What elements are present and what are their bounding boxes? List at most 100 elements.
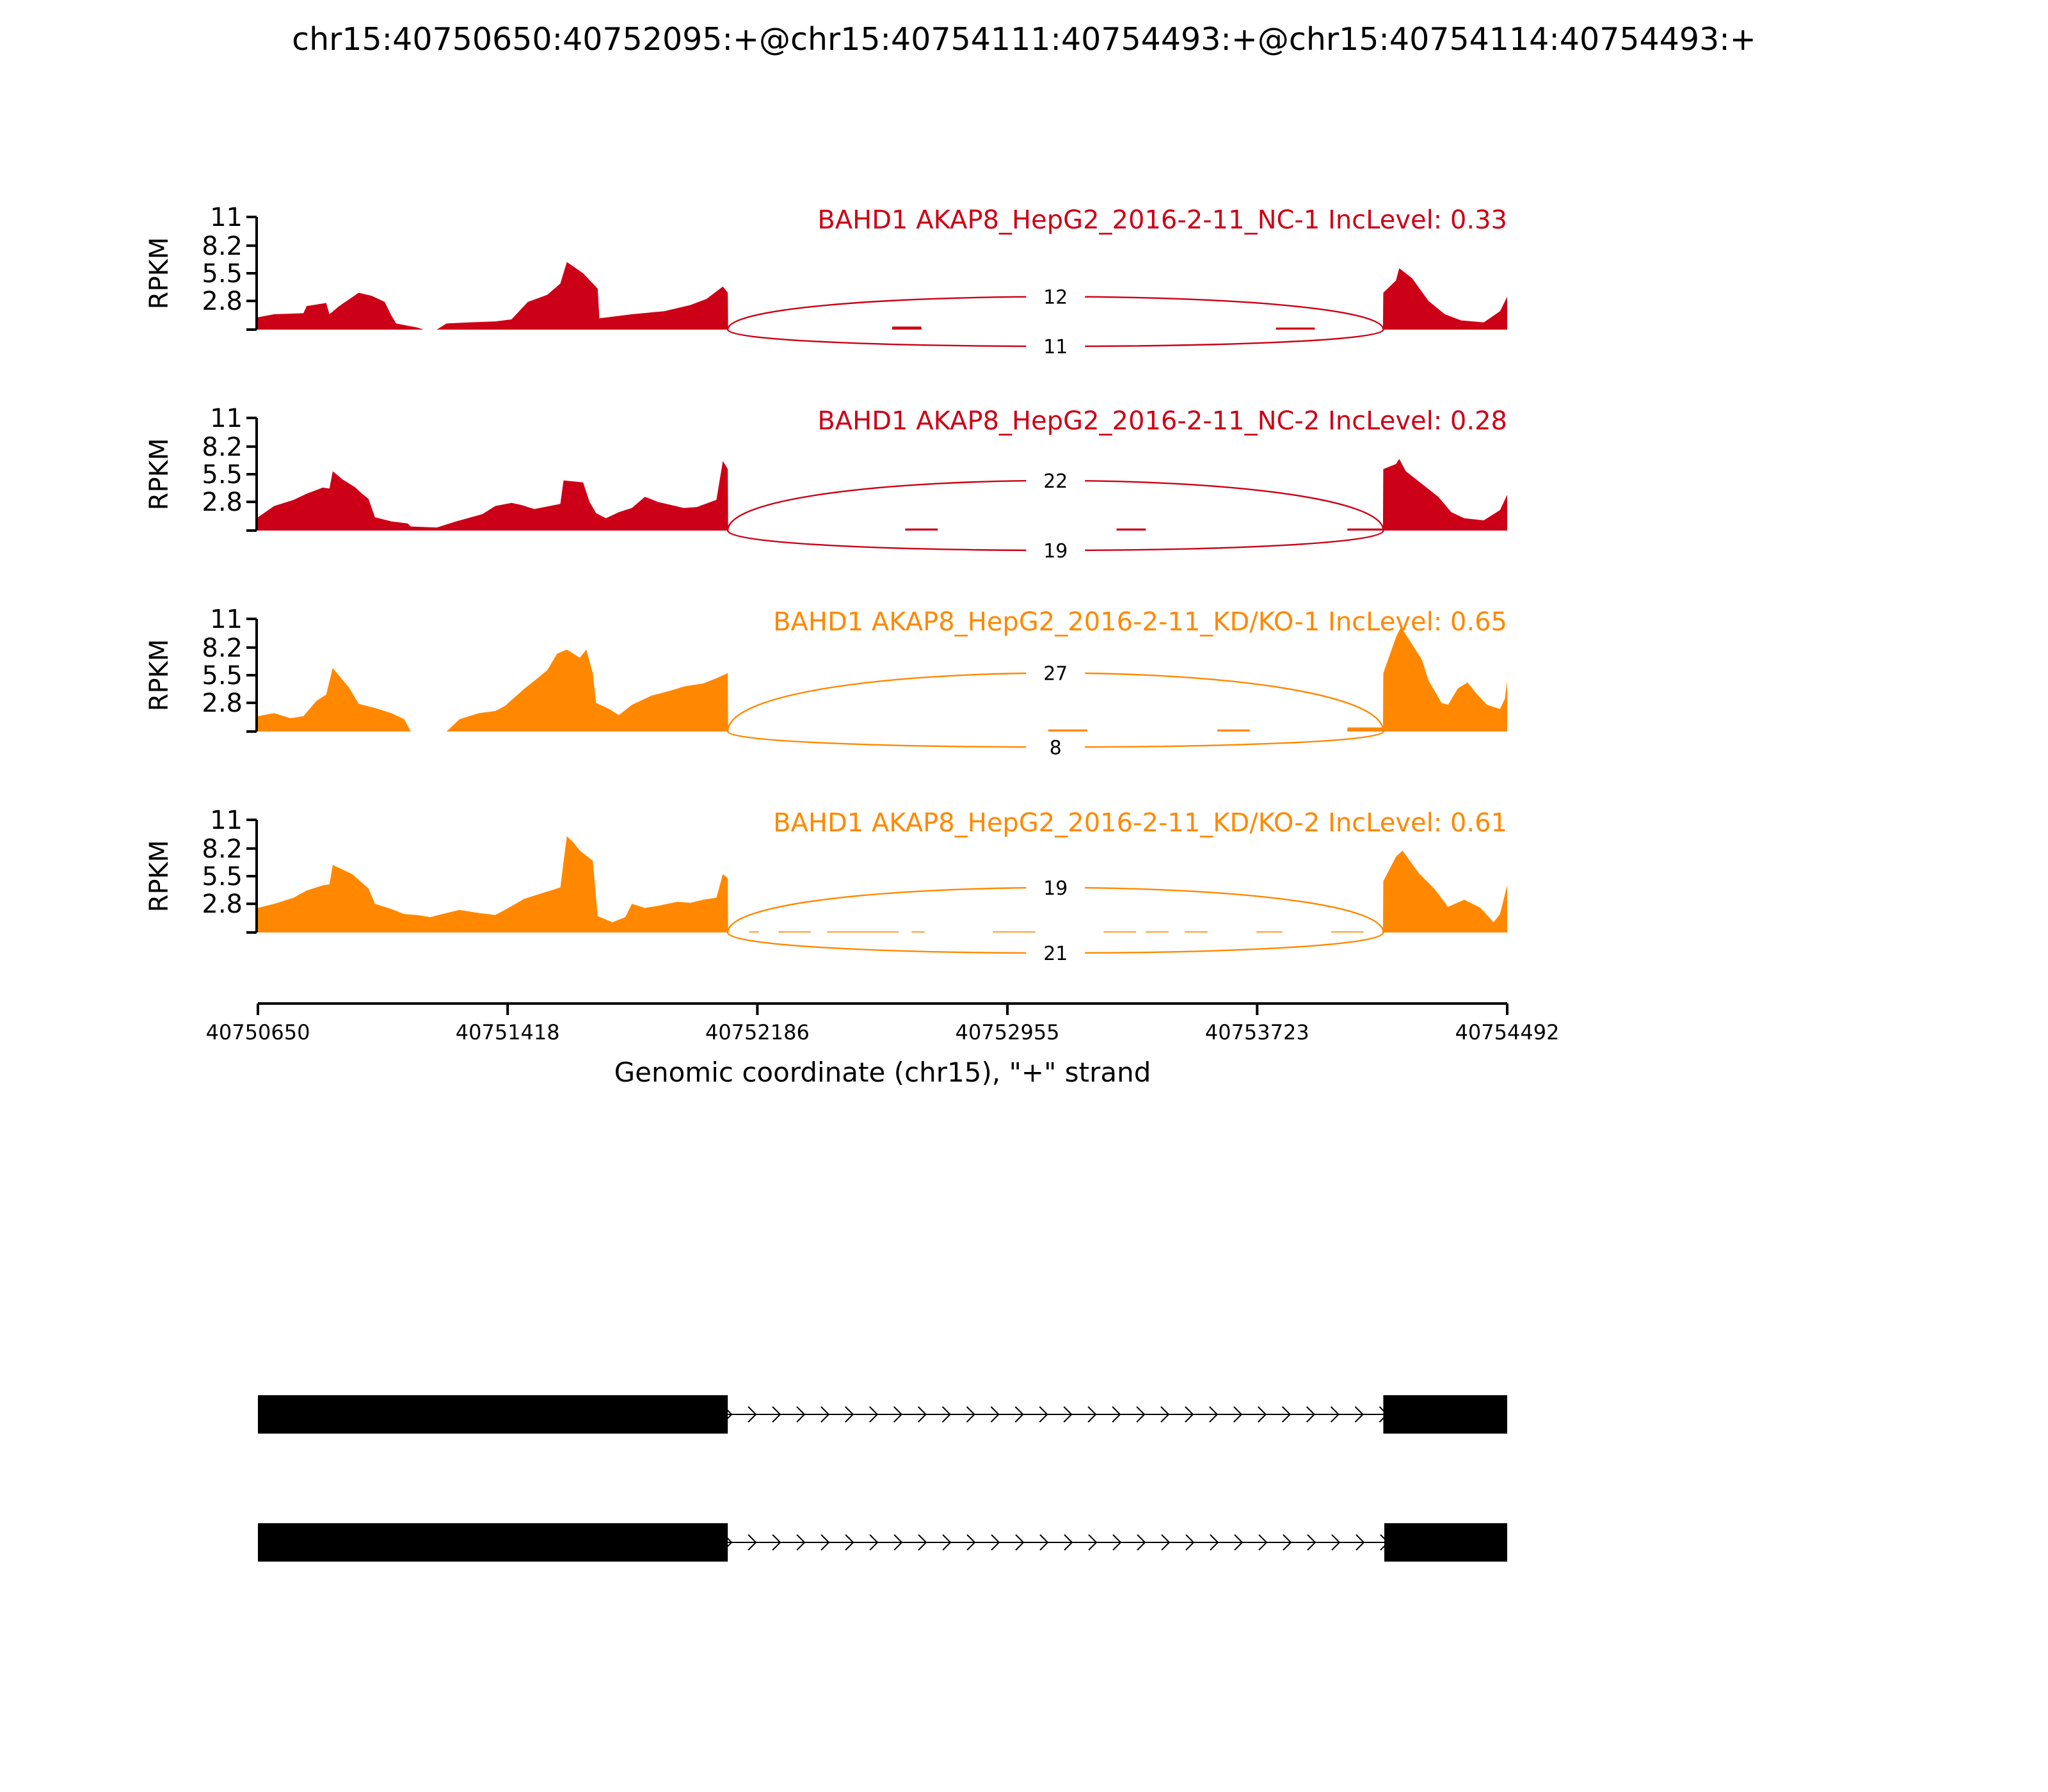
y-tick-label: 11	[210, 605, 243, 634]
strand-arrow	[1258, 1406, 1267, 1423]
junction-count-above: 19	[1043, 877, 1068, 900]
strand-arrow	[1234, 1534, 1244, 1551]
junction-count-bg	[1026, 536, 1085, 562]
transcript-1	[258, 1395, 1507, 1434]
strand-arrow	[1087, 1406, 1097, 1423]
transcript-2	[258, 1523, 1507, 1562]
coverage-area	[258, 836, 1507, 932]
exon-block	[1383, 1395, 1507, 1434]
strand-arrow	[1064, 1534, 1073, 1551]
y-tick-label: 2.8	[202, 689, 243, 718]
coverage-track-4: BAHD1 AKAP8_HepG2_2016-2-11_KD/KO-2 IncL…	[145, 806, 1507, 965]
strand-arrow	[1160, 1406, 1170, 1423]
junction-count-bg	[1026, 659, 1085, 685]
junction-count-bg	[1026, 939, 1085, 965]
coverage-area	[258, 459, 1507, 531]
strand-arrow	[893, 1534, 903, 1551]
strand-arrow	[1137, 1534, 1146, 1551]
y-axis-label: RPKM	[145, 237, 174, 310]
strand-arrow	[1356, 1534, 1365, 1551]
x-axis: 40750650 40751418 40752186 40752955 40753723…	[206, 1002, 1560, 1088]
coverage-track-2: BAHD1 AKAP8_HepG2_2016-2-11_NC-2 IncLeve…	[145, 404, 1507, 563]
strand-arrow	[1039, 1406, 1048, 1423]
strand-arrow	[1088, 1534, 1098, 1551]
junction-count-below: 21	[1043, 943, 1068, 965]
strand-arrow	[1185, 1406, 1194, 1423]
strand-arrow	[1014, 1406, 1024, 1423]
strand-arrow	[1136, 1406, 1146, 1423]
junction-count-bg	[1026, 733, 1085, 759]
junction-count-above: 12	[1043, 287, 1068, 309]
strand-arrow	[1063, 1406, 1073, 1423]
strand-arrow	[748, 1406, 757, 1423]
strand-arrow	[941, 1406, 951, 1423]
strand-arrow	[990, 1406, 1000, 1423]
junction-count-bg	[1026, 466, 1085, 492]
strand-arrow	[893, 1406, 903, 1423]
strand-arrow	[1185, 1534, 1195, 1551]
track-label: BAHD1 AKAP8_HepG2_2016-2-11_KD/KO-2 IncL…	[773, 808, 1507, 838]
y-tick-label: 11	[210, 806, 243, 835]
y-tick-label: 8.2	[202, 433, 243, 462]
strand-arrow	[772, 1406, 781, 1423]
transcript-structures	[258, 1395, 1507, 1562]
track-label: BAHD1 AKAP8_HepG2_2016-2-11_NC-2 IncLeve…	[817, 406, 1507, 436]
coverage-track-1: BAHD1 AKAP8_HepG2_2016-2-11_NC-1 IncLeve…	[145, 203, 1507, 358]
x-tick-label: 40753723	[1205, 1020, 1309, 1044]
strand-arrow	[917, 1406, 927, 1423]
strand-arrow	[966, 1534, 976, 1551]
junction-count-above: 22	[1043, 470, 1068, 493]
y-tick-label: 5.5	[202, 661, 243, 691]
y-tick-label: 11	[210, 203, 243, 232]
strand-arrow	[820, 1406, 830, 1423]
strand-arrow	[796, 1406, 806, 1423]
x-tick-label: 40752186	[705, 1020, 810, 1044]
junction-count-bg	[1026, 332, 1085, 358]
junction-count-below: 8	[1050, 737, 1062, 759]
y-tick-label: 5.5	[202, 259, 243, 289]
y-axis-label: RPKM	[145, 840, 174, 913]
y-axis-label: RPKM	[145, 639, 174, 712]
strand-arrow	[918, 1534, 927, 1551]
strand-arrow	[748, 1534, 757, 1551]
junction-count-bg	[1026, 873, 1085, 899]
tracks-layer: BAHD1 AKAP8_HepG2_2016-2-11_NC-1 IncLeve…	[145, 203, 1507, 965]
strand-arrow	[1112, 1406, 1121, 1423]
x-tick-label: 40750650	[206, 1020, 310, 1044]
junction-count-below: 19	[1043, 540, 1068, 563]
chart-title: chr15:40750650:40752095:+@chr15:40754111…	[292, 21, 1756, 58]
strand-arrow	[1209, 1406, 1219, 1423]
strand-arrow	[772, 1534, 781, 1551]
track-label: BAHD1 AKAP8_HepG2_2016-2-11_NC-1 IncLeve…	[817, 205, 1507, 235]
coverage-track-3: BAHD1 AKAP8_HepG2_2016-2-11_KD/KO-1 IncL…	[145, 605, 1507, 759]
strand-arrow	[1015, 1534, 1025, 1551]
y-tick-label: 2.8	[202, 890, 243, 919]
strand-arrow	[1354, 1406, 1364, 1423]
strand-arrow	[1281, 1406, 1292, 1423]
y-tick-label: 8.2	[202, 232, 243, 261]
y-tick-label: 5.5	[202, 862, 243, 892]
strand-arrow	[820, 1534, 830, 1551]
y-axis-label: RPKM	[145, 438, 174, 511]
strand-arrow	[796, 1534, 806, 1551]
strand-arrow	[1210, 1534, 1219, 1551]
strand-arrow	[1233, 1406, 1243, 1423]
strand-arrow	[845, 1406, 854, 1423]
y-tick-label: 8.2	[202, 835, 243, 864]
x-tick-label: 40754492	[1455, 1020, 1560, 1044]
exon-block	[258, 1395, 728, 1434]
y-tick-label: 2.8	[202, 488, 243, 517]
strand-arrow	[1331, 1534, 1341, 1551]
junction-count-bg	[1026, 282, 1085, 308]
y-tick-label: 8.2	[202, 634, 243, 663]
junction-count-below: 11	[1043, 336, 1068, 358]
coverage-area	[258, 262, 1507, 330]
strand-arrow	[1307, 1534, 1316, 1551]
strand-arrow	[1330, 1406, 1340, 1423]
y-tick-label: 11	[210, 404, 243, 433]
strand-arrow	[1161, 1534, 1171, 1551]
strand-arrow	[1258, 1534, 1268, 1551]
strand-arrow	[869, 1406, 879, 1423]
y-tick-label: 2.8	[202, 287, 243, 316]
